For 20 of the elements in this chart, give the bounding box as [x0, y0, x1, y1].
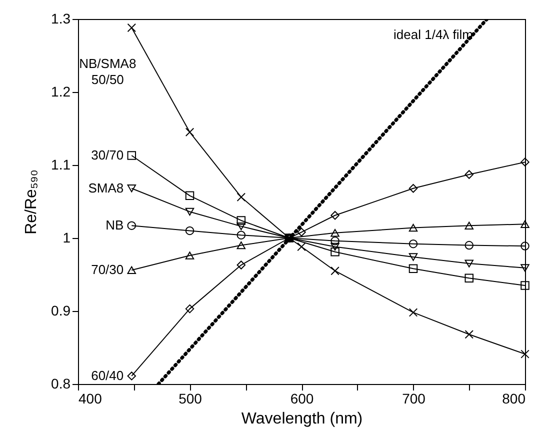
series-label: NB/SMA8 50/50: [79, 56, 136, 87]
y-tick-label: 0.8: [51, 376, 71, 392]
x-axis-title: Wavelength (nm): [241, 410, 363, 428]
y-axis-title: Re/Re₅₉₀: [23, 170, 40, 234]
y-tick-label: 1.1: [51, 156, 71, 172]
series-label: 60/40: [91, 368, 124, 383]
series-label: SMA8: [88, 180, 124, 196]
y-tick-label: 1.2: [51, 84, 71, 100]
x-tick-label: 500: [178, 390, 202, 406]
y-tick-label: 1.3: [51, 10, 71, 26]
series-label: 70/30: [91, 262, 124, 278]
series-label: 30/70: [91, 148, 124, 163]
y-tick-label: 1: [62, 230, 71, 246]
x-tick-label: 400: [78, 390, 102, 406]
x-tick-label: 800: [502, 390, 526, 406]
series-label: NB: [106, 218, 124, 233]
y-tick-label: 0.9: [51, 302, 71, 318]
x-tick-label: 700: [402, 390, 426, 406]
series-label: ideal 1/4λ film: [394, 27, 474, 42]
x-tick-label: 600: [290, 390, 314, 406]
